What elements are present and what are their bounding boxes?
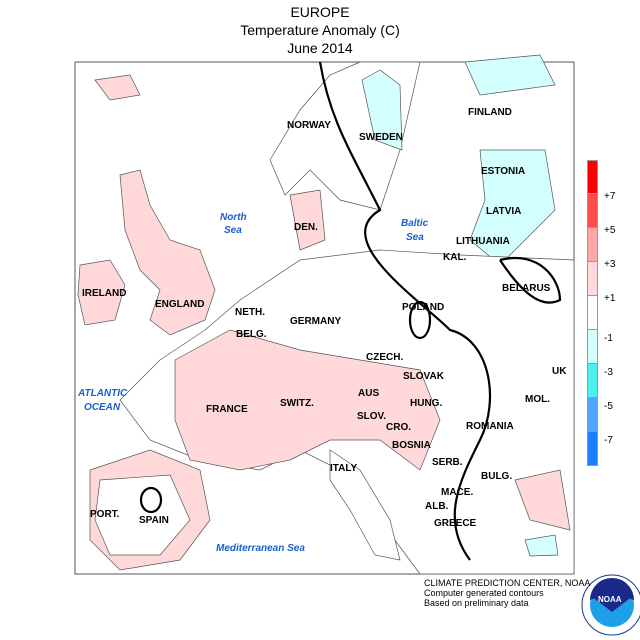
label-england: ENGLAND	[155, 299, 204, 310]
legend-tick: +1	[604, 293, 616, 304]
label-switz: SWITZ.	[280, 398, 314, 409]
legend-bin	[587, 296, 598, 330]
label-sweden: SWEDEN	[359, 132, 403, 143]
map-date: June 2014	[287, 40, 353, 56]
label-uk: UK	[552, 366, 567, 377]
label-aus: AUS	[358, 388, 379, 399]
greece-cold	[524, 534, 559, 557]
legend-bin	[587, 432, 598, 466]
label-alb: ALB.	[425, 501, 449, 512]
legend-bin	[587, 330, 598, 364]
legend-bin	[587, 194, 598, 228]
ireland	[77, 259, 126, 326]
sea-baltic-2: Sea	[406, 232, 424, 243]
label-greece: GREECE	[434, 518, 477, 529]
finland-cold	[464, 54, 556, 96]
sweden-cold	[361, 69, 403, 151]
sea-atlantic-1: ATLANTIC	[77, 388, 128, 399]
legend-tick: +5	[604, 225, 616, 236]
map-subtitle: Temperature Anomaly (C)	[240, 22, 400, 38]
label-slov: SLOV.	[357, 411, 386, 422]
denmark	[289, 189, 326, 251]
legend-bin	[587, 160, 598, 194]
label-germany: GERMANY	[290, 316, 341, 327]
legend-bin	[587, 228, 598, 262]
label-belarus: BELARUS	[502, 283, 551, 294]
label-spain: SPAIN	[139, 515, 169, 526]
label-bulg: BULG.	[481, 471, 512, 482]
label-italy: ITALY	[330, 463, 358, 474]
label-lithuania: LITHUANIA	[456, 236, 510, 247]
footer-source: CLIMATE PREDICTION CENTER, NOAA	[424, 578, 591, 588]
label-den: DEN.	[294, 222, 318, 233]
color-legend	[587, 160, 598, 466]
noaa-logo: NOAA	[581, 574, 640, 636]
legend-tick: -3	[604, 367, 613, 378]
legend-tick: -1	[604, 333, 613, 344]
label-poland: POLAND	[402, 302, 444, 313]
legend-tick: -7	[604, 435, 613, 446]
label-finland: FINLAND	[468, 107, 512, 118]
footer-note-1: Computer generated contours	[424, 588, 544, 598]
norway-coast	[94, 74, 141, 101]
italy	[329, 449, 401, 561]
label-neth: NETH.	[235, 307, 265, 318]
turkey-warm	[514, 469, 571, 531]
legend-tick: +7	[604, 191, 616, 202]
france-warm	[174, 329, 441, 471]
label-latvia: LATVIA	[486, 206, 521, 217]
sea-north-1: North	[220, 212, 247, 223]
sea-baltic-1: Baltic	[401, 218, 429, 229]
label-mol: MOL.	[525, 394, 550, 405]
label-czech: CZECH.	[366, 352, 403, 363]
label-bosnia: BOSNIA	[392, 440, 431, 451]
map-title: EUROPE	[290, 4, 350, 20]
label-belg: BELG.	[236, 329, 267, 340]
label-norway: NORWAY	[287, 120, 331, 131]
label-slovak: SLOVAK	[403, 371, 445, 382]
label-estonia: ESTONIA	[481, 166, 525, 177]
svg-text:NOAA: NOAA	[598, 595, 622, 604]
iberia-white	[94, 474, 191, 556]
britain	[119, 169, 216, 336]
label-port: PORT.	[90, 509, 120, 520]
legend-bin	[587, 364, 598, 398]
label-ireland: IRELAND	[82, 288, 126, 299]
label-kal: KAL.	[443, 252, 467, 263]
sea-atlantic-2: OCEAN	[84, 402, 121, 413]
legend-bin	[587, 398, 598, 432]
footer-note-2: Based on preliminary data	[424, 598, 529, 608]
label-cro: CRO.	[386, 422, 411, 433]
sea-north-2: Sea	[224, 225, 242, 236]
label-serb: SERB.	[432, 457, 463, 468]
label-mace: MACE.	[441, 487, 473, 498]
legend-bin	[587, 262, 598, 296]
label-hung: HUNG.	[410, 398, 442, 409]
legend-tick: +3	[604, 259, 616, 270]
sea-mediterranean: Mediterranean Sea	[216, 543, 305, 554]
label-romania: ROMANIA	[466, 421, 514, 432]
label-france: FRANCE	[206, 404, 248, 415]
legend-tick: -5	[604, 401, 613, 412]
